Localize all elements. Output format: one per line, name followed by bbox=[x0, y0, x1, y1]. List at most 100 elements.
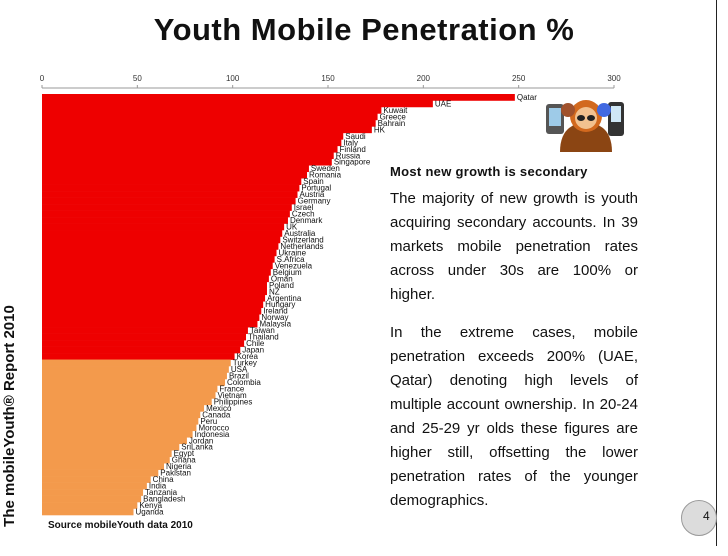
bar bbox=[42, 184, 300, 192]
bar bbox=[42, 288, 267, 296]
bar-category-label: Netherlands bbox=[280, 242, 323, 251]
bar-category-label: Singapore bbox=[334, 158, 371, 167]
callout-paragraph-1: The majority of new growth is youth acqu… bbox=[390, 190, 638, 303]
bar-category-label: Brazil bbox=[229, 371, 249, 380]
bar bbox=[42, 106, 382, 114]
bar-category-label: Czech bbox=[292, 210, 315, 219]
callout-heading: Most new growth is secondary bbox=[390, 164, 588, 179]
x-tick-label: 200 bbox=[417, 74, 431, 83]
bar-category-label: Kuwait bbox=[383, 106, 408, 115]
bar-category-label: Russia bbox=[336, 151, 361, 160]
bar bbox=[42, 281, 267, 289]
x-tick-label: 300 bbox=[607, 74, 621, 83]
bar-category-label: Portugal bbox=[301, 184, 331, 193]
bar bbox=[42, 294, 266, 302]
bar bbox=[42, 502, 138, 509]
bar-category-label: Turkey bbox=[233, 359, 257, 368]
bar-category-label: UK bbox=[286, 223, 298, 232]
bar bbox=[42, 378, 226, 386]
bar bbox=[42, 333, 247, 341]
bar-category-label: Taiwan bbox=[250, 326, 275, 335]
bar-category-label: Romania bbox=[309, 171, 342, 180]
bar-category-label: Canada bbox=[202, 410, 231, 419]
bar-category-label: Korea bbox=[237, 352, 259, 361]
bar bbox=[42, 353, 235, 360]
bar bbox=[42, 443, 180, 451]
bar bbox=[42, 307, 262, 315]
bar bbox=[42, 113, 378, 121]
bar bbox=[42, 398, 212, 406]
bar-category-label: Poland bbox=[269, 281, 294, 290]
bar bbox=[42, 385, 218, 393]
bar-category-label: Indonesia bbox=[195, 430, 230, 439]
youth-phones-illustration-icon bbox=[546, 100, 624, 152]
bar bbox=[42, 217, 288, 224]
bar bbox=[42, 119, 376, 127]
bar bbox=[42, 404, 205, 412]
bar-category-label: Jordan bbox=[189, 436, 213, 445]
bar-category-label: Denmark bbox=[290, 216, 323, 225]
source-note: Source mobileYouth data 2010 bbox=[48, 520, 193, 531]
bar bbox=[42, 359, 231, 367]
callout-paragraph-2: In the extreme cases, mobile penetration… bbox=[390, 324, 638, 509]
bar bbox=[42, 456, 170, 464]
bar-category-label: Bahrain bbox=[378, 119, 406, 128]
bar-category-label: Belgium bbox=[273, 268, 302, 277]
bar bbox=[42, 236, 281, 244]
bar-category-label: NZ bbox=[269, 287, 280, 296]
bar-category-label: Colombia bbox=[227, 378, 261, 387]
bar-category-label: Tanzania bbox=[145, 488, 178, 497]
bar bbox=[42, 139, 342, 147]
page-badge-icon bbox=[681, 500, 717, 536]
bar-category-label: Ghana bbox=[172, 456, 197, 465]
bar bbox=[42, 242, 279, 250]
bar bbox=[42, 223, 285, 231]
bar-category-label: Switzerland bbox=[282, 235, 323, 244]
bar bbox=[42, 275, 269, 283]
bar bbox=[42, 171, 308, 179]
bar bbox=[42, 210, 290, 218]
bar bbox=[42, 482, 147, 490]
bar bbox=[42, 94, 515, 101]
bar-category-label: USA bbox=[231, 365, 248, 374]
bar-category-label: Germany bbox=[298, 197, 331, 206]
bar bbox=[42, 469, 159, 477]
bar-category-label: France bbox=[219, 384, 244, 393]
bar bbox=[42, 327, 248, 334]
right-divider bbox=[716, 0, 717, 546]
bar-category-label: UAE bbox=[435, 99, 451, 108]
bar-category-label: HK bbox=[374, 125, 386, 134]
bar bbox=[42, 249, 277, 257]
bar bbox=[42, 204, 292, 211]
bar-category-label: Chile bbox=[246, 339, 265, 348]
bar-category-label: Israel bbox=[294, 203, 314, 212]
bar bbox=[42, 158, 332, 166]
bar-category-label: Greece bbox=[380, 112, 407, 121]
bar-category-label: Qatar bbox=[517, 93, 537, 102]
bar bbox=[42, 417, 199, 425]
bar bbox=[42, 268, 271, 276]
bar-category-label: Mexico bbox=[206, 404, 232, 413]
bar-category-label: Thailand bbox=[248, 333, 279, 342]
bar-category-label: Kenya bbox=[139, 501, 162, 510]
x-tick-label: 250 bbox=[512, 74, 526, 83]
page-number: 4 bbox=[703, 509, 710, 523]
bar-category-label: Saudi bbox=[345, 132, 366, 141]
bar-category-label: Pakistan bbox=[160, 469, 191, 478]
bar bbox=[42, 178, 302, 185]
bar bbox=[42, 262, 273, 270]
bar-category-label: Japan bbox=[242, 346, 264, 355]
bar-category-label: Morocco bbox=[198, 423, 229, 432]
bar bbox=[42, 255, 275, 263]
bar bbox=[42, 320, 258, 328]
bar bbox=[42, 100, 433, 108]
bar bbox=[42, 411, 201, 419]
bar-category-label: SriLanka bbox=[181, 443, 213, 452]
bar-category-label: Finland bbox=[340, 145, 366, 154]
bar-category-label: Norway bbox=[261, 313, 288, 322]
x-tick-label: 150 bbox=[321, 74, 335, 83]
report-side-label: The mobileYouth® Report 2010 bbox=[1, 305, 18, 527]
bar bbox=[42, 132, 344, 140]
bar bbox=[42, 145, 338, 153]
